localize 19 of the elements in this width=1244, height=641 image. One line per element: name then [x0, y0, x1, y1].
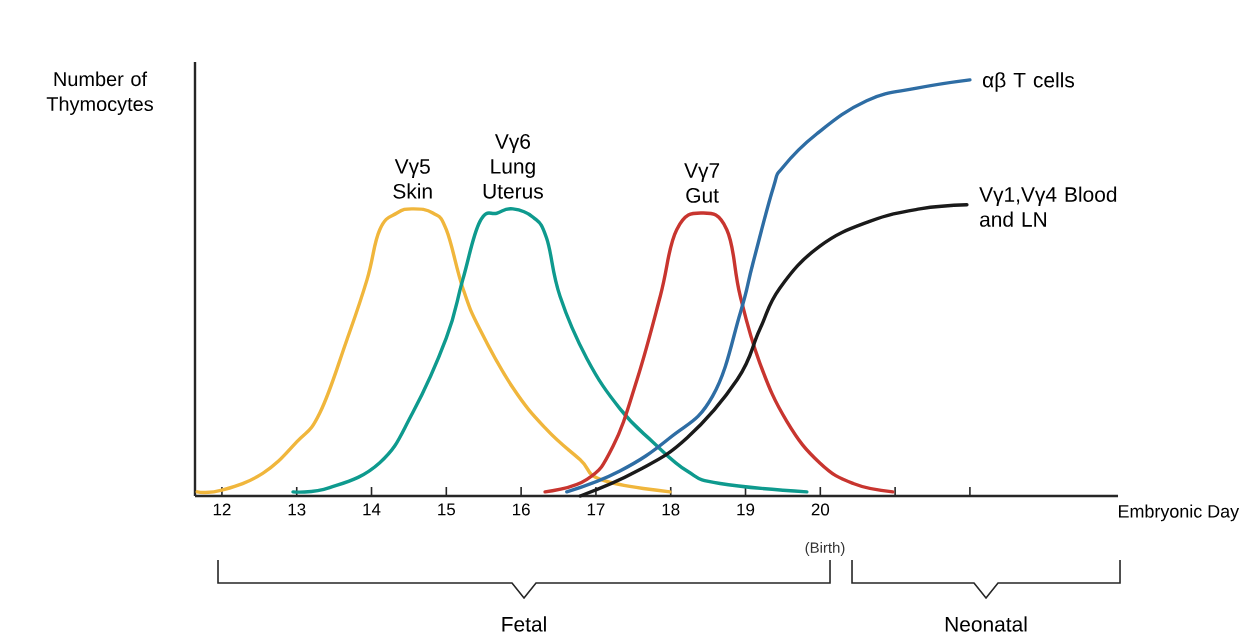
x-tick-label: 17 — [587, 503, 605, 516]
x-tick-label: 12 — [213, 503, 231, 516]
series-label: Vγ7 Gut — [684, 163, 720, 203]
x-tick-label: 16 — [513, 503, 530, 516]
text: Neonatal — [945, 616, 1027, 632]
series-label: Vγ1,Vγ4 Blood and LN — [979, 186, 1117, 227]
text: Fetal — [502, 616, 546, 632]
text: (Birth) — [805, 542, 845, 556]
x-tick-label: 13 — [288, 503, 306, 516]
series-label: Vγ6 Lung Uterus — [483, 134, 543, 199]
series-label: αβ T cells — [982, 72, 1075, 92]
x-tick-label: 15 — [438, 503, 456, 516]
x-axis-title: Embryonic Day — [1119, 504, 1240, 522]
x-tick-label: 18 — [662, 503, 680, 516]
series-label: Vγ5 Skin — [393, 159, 432, 199]
x-tick-label: 19 — [737, 503, 755, 516]
x-tick-label: 20 — [811, 503, 830, 516]
y-axis-title: Number of Thymocytes — [46, 71, 153, 115]
x-tick-label: 14 — [363, 503, 381, 516]
